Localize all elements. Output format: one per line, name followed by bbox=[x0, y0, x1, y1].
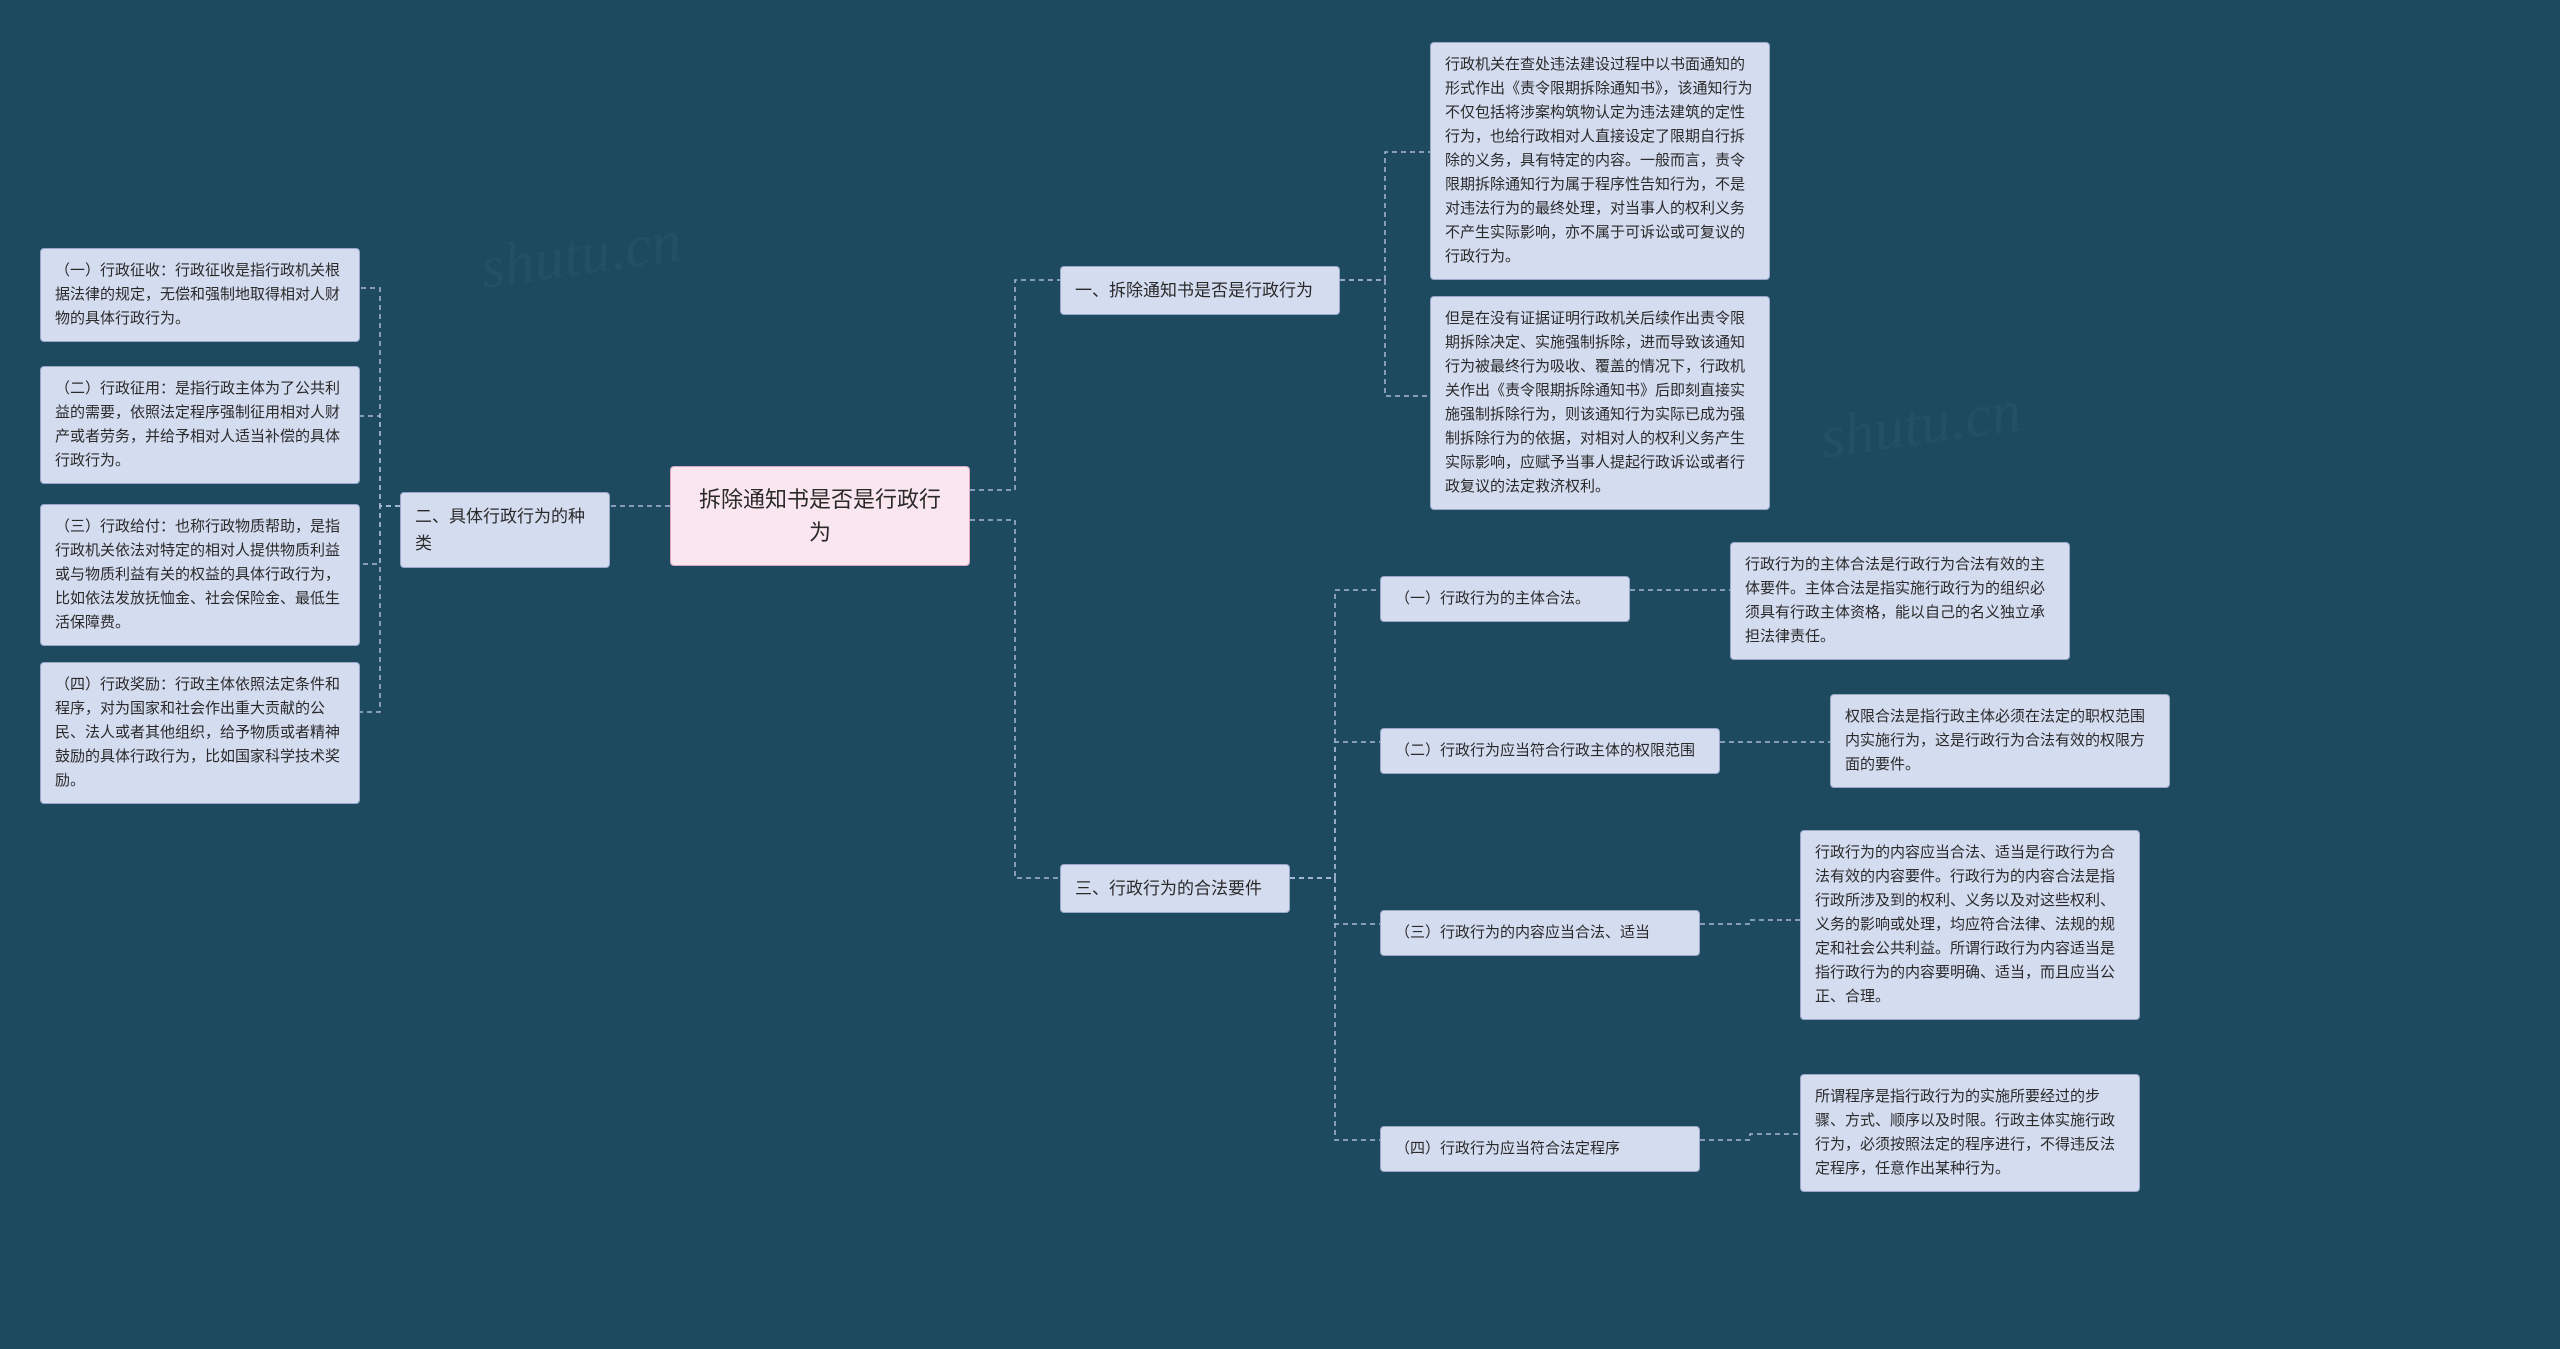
b3-child-0-detail: 行政行为的主体合法是行政行为合法有效的主体要件。主体合法是指实施行政行为的组织必… bbox=[1730, 542, 2070, 660]
leaf-b2-2: （三）行政给付：也称行政物质帮助，是指行政机关依法对特定的相对人提供物质利益或与… bbox=[40, 504, 360, 646]
b3-child-2-label: （三）行政行为的内容应当合法、适当 bbox=[1380, 910, 1700, 956]
leaf-b2-0: （一）行政征收：行政征收是指行政机关根据法律的规定，无偿和强制地取得相对人财物的… bbox=[40, 248, 360, 342]
leaf-b1-0: 行政机关在查处违法建设过程中以书面通知的形式作出《责令限期拆除通知书》，该通知行… bbox=[1430, 42, 1770, 280]
leaf-b1-1: 但是在没有证据证明行政机关后续作出责令限期拆除决定、实施强制拆除，进而导致该通知… bbox=[1430, 296, 1770, 510]
leaf-b2-1: （二）行政征用：是指行政主体为了公共利益的需要，依照法定程序强制征用相对人财产或… bbox=[40, 366, 360, 484]
watermark: shutu.cn bbox=[1816, 376, 2025, 472]
b3-child-0-label: （一）行政行为的主体合法。 bbox=[1380, 576, 1630, 622]
branch-legality: 三、行政行为的合法要件 bbox=[1060, 864, 1290, 913]
root-node: 拆除通知书是否是行政行为 bbox=[670, 466, 970, 566]
b3-child-2-detail: 行政行为的内容应当合法、适当是行政行为合法有效的内容要件。行政行为的内容合法是指… bbox=[1800, 830, 2140, 1020]
watermark: shutu.cn bbox=[476, 206, 685, 302]
b3-child-1-label: （二）行政行为应当符合行政主体的权限范围 bbox=[1380, 728, 1720, 774]
branch-is-admin-act: 一、拆除通知书是否是行政行为 bbox=[1060, 266, 1340, 315]
b3-child-3-detail: 所谓程序是指行政行为的实施所要经过的步骤、方式、顺序以及时限。行政主体实施行政行… bbox=[1800, 1074, 2140, 1192]
b3-child-3-label: （四）行政行为应当符合法定程序 bbox=[1380, 1126, 1700, 1172]
leaf-b2-3: （四）行政奖励：行政主体依照法定条件和程序，对为国家和社会作出重大贡献的公民、法… bbox=[40, 662, 360, 804]
b3-child-1-detail: 权限合法是指行政主体必须在法定的职权范围内实施行为，这是行政行为合法有效的权限方… bbox=[1830, 694, 2170, 788]
branch-types: 二、具体行政行为的种类 bbox=[400, 492, 610, 568]
connectors-layer bbox=[0, 0, 2560, 1349]
